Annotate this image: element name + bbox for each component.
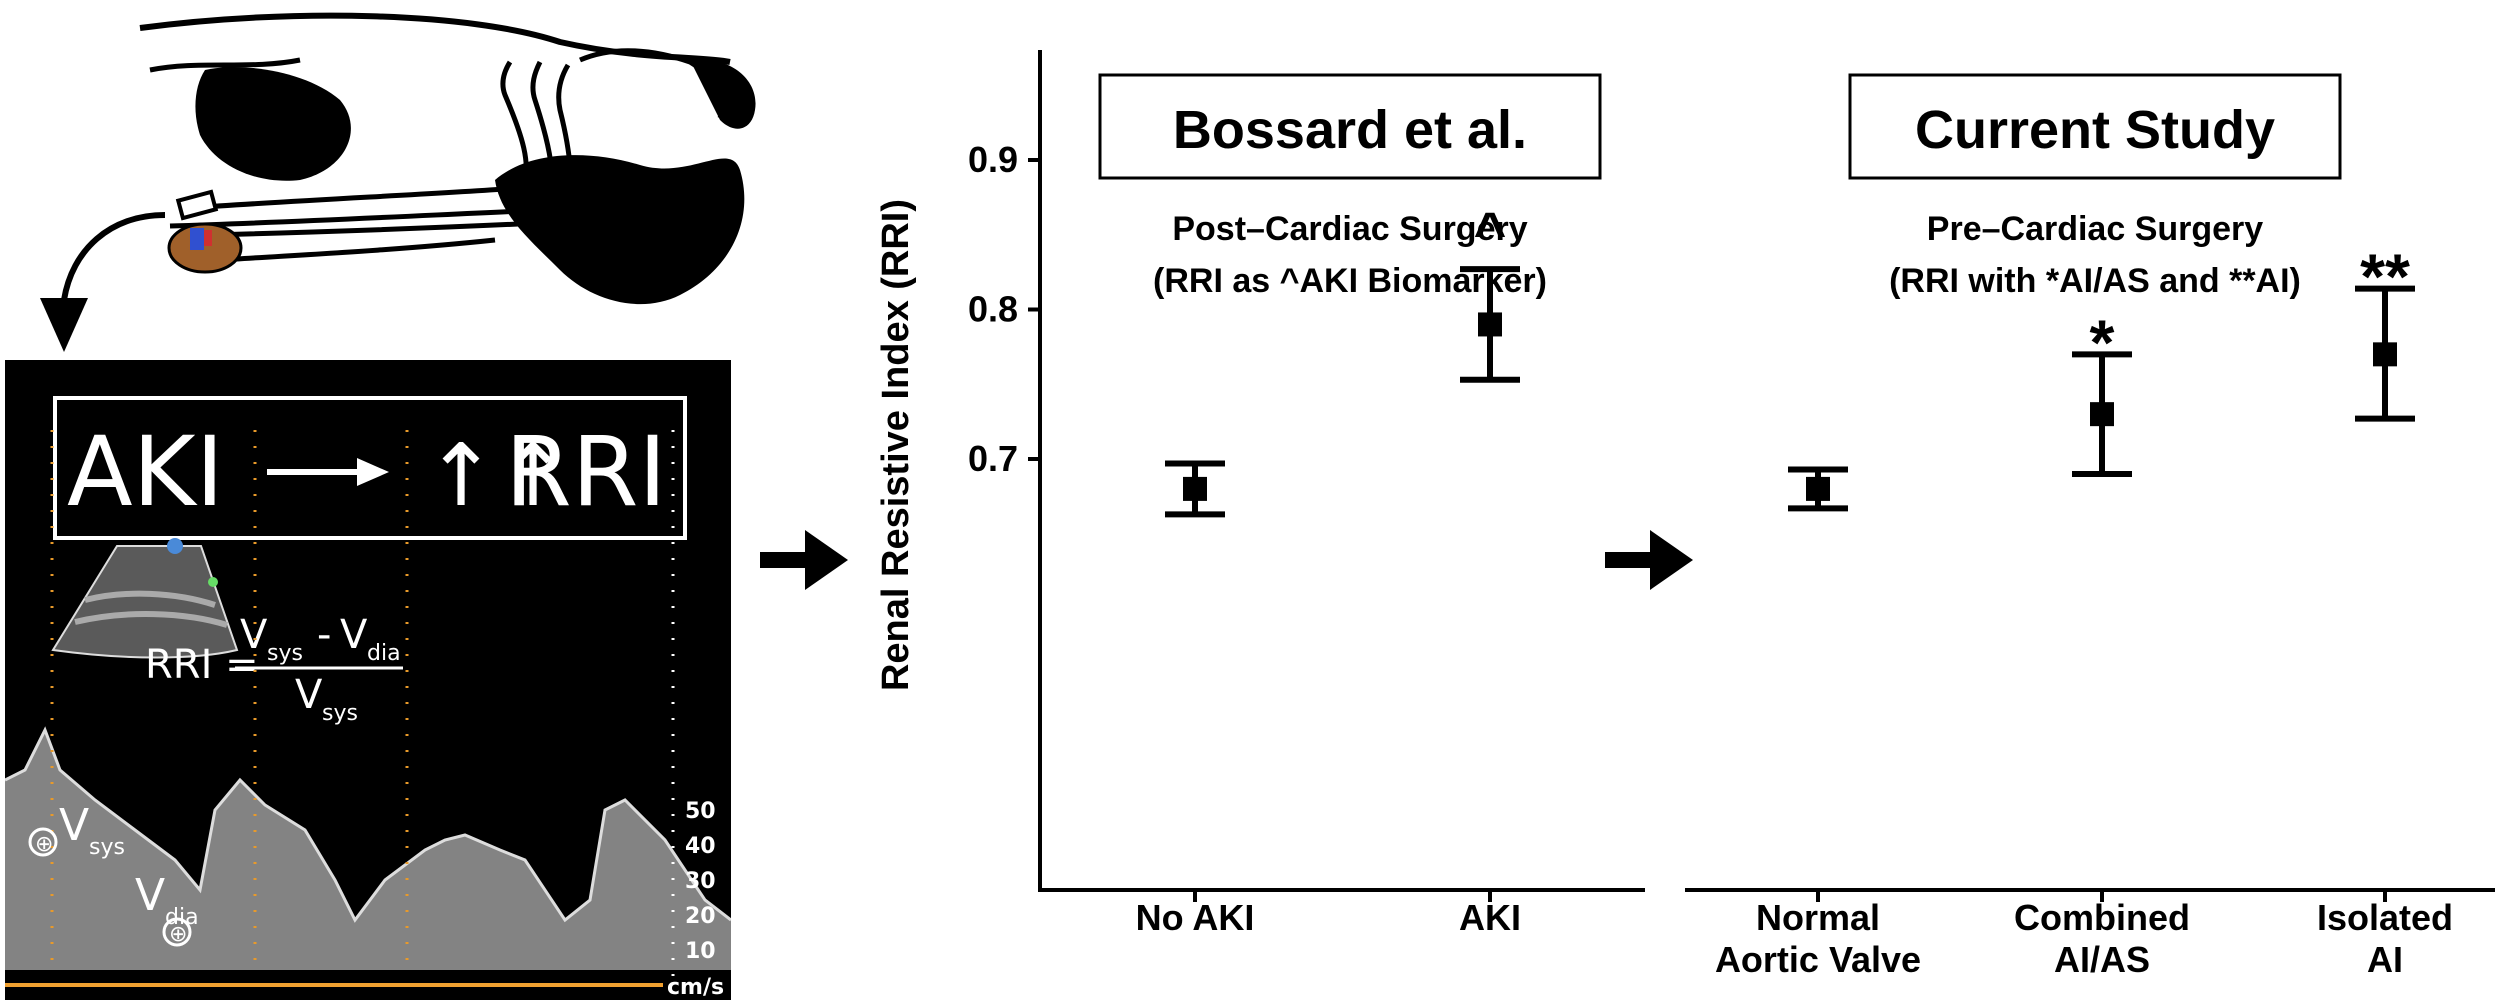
panel-bossard: Bossard et al. Post–Cardiac Surgery (RRI…	[968, 50, 1645, 938]
headline-rri: RRI	[505, 416, 667, 528]
formula-num-v2: V	[340, 612, 368, 658]
ultrasound-probe	[175, 189, 219, 221]
formula-num-dia: dia	[367, 641, 401, 666]
mean-point	[2373, 342, 2397, 367]
vsys-caliper-icon	[28, 827, 58, 857]
significance-marker: *	[2090, 306, 2115, 378]
logo-dot	[167, 538, 183, 554]
curved-arrow-head	[40, 298, 88, 352]
formula-den-v: V	[295, 672, 323, 718]
x-tick-label: AI/AS	[2054, 939, 2150, 980]
formula-num-sys: sys	[267, 641, 303, 666]
formula-num-minus: -	[317, 612, 331, 658]
headline-arrow-head	[357, 458, 389, 486]
formula-lhs-text: RRI =	[145, 642, 259, 688]
formula-num-v1: V	[240, 612, 268, 658]
flow-arrow-2-head	[1650, 530, 1693, 590]
x-tick-label: Normal	[1756, 897, 1880, 938]
vsys-label-sub: sys	[89, 835, 125, 860]
vdia-caliper-cross: ⊕	[169, 922, 187, 947]
panel-current-subtitle-2: (RRI with *AI/AS and **AI)	[1889, 262, 2301, 300]
panel-current-study: Current Study Pre–Cardiac Surgery (RRI w…	[1685, 73, 2495, 980]
abdomen-outline	[219, 237, 496, 263]
scale-tick-30: 30	[685, 869, 716, 894]
formula-den-sys: sys	[322, 701, 358, 726]
rri-formula: RRI = V sys - V dia V sys	[145, 612, 403, 726]
vdia-label-v: V	[135, 870, 165, 921]
ultrasound-sector	[51, 545, 239, 659]
x-tick-label: No AKI	[1136, 897, 1255, 938]
liver-shape	[495, 155, 745, 305]
y-tick-label: 0.7	[968, 438, 1018, 479]
x-tick-label: Combined	[2014, 897, 2190, 938]
skull-shape	[690, 59, 756, 129]
vsys-label-v-main: V	[59, 800, 89, 851]
heart-shape	[195, 67, 351, 181]
marker-icon	[208, 577, 218, 587]
scale-tick-50: 50	[685, 799, 716, 824]
headline-up-arrows: ↑↑	[425, 426, 569, 526]
y-axis-label: Renal Resistive Index (RRI)	[875, 199, 917, 691]
mean-point	[2090, 402, 2114, 427]
scale-tick-10: 10	[685, 939, 716, 964]
scale-tick-20: 20	[685, 904, 716, 929]
scale-unit: cm/s	[667, 975, 724, 1000]
y-tick-label: 0.8	[968, 289, 1018, 330]
doppler-beam-red	[204, 230, 212, 246]
vdia-label-sub: dia	[165, 905, 199, 930]
significance-marker: ^	[1474, 200, 1507, 263]
doppler-beam	[190, 228, 204, 250]
x-tick-label: Aortic Valve	[1715, 939, 1921, 980]
flow-arrow-1-head	[805, 530, 848, 590]
mean-point	[1806, 476, 1830, 501]
panel-bossard-title: Bossard et al.	[1173, 100, 1527, 160]
panel-current-subtitle-1: Pre–Cardiac Surgery	[1927, 210, 2263, 248]
panel-current-title-box	[1848, 73, 2342, 180]
ultrasound-panel: AKI ↑↑ RRI RRI = V sys - V dia V sys V s…	[5, 360, 731, 1000]
panel-bossard-subtitle-1: Post–Cardiac Surgery	[1172, 210, 1527, 248]
doppler-waveform	[5, 730, 731, 970]
doppler-envelope	[5, 726, 731, 923]
panel-bossard-title-box	[1098, 73, 1602, 180]
y-tick-label: 0.9	[968, 139, 1018, 180]
panel-bossard-marks: No AKI AKI ^	[1136, 200, 1521, 938]
anatomy-illustration	[40, 12, 756, 352]
flow-arrow-2	[1605, 530, 1693, 590]
mean-point	[1478, 312, 1502, 337]
vsys-caliper-cross: ⊕	[35, 832, 53, 857]
curved-arrow	[61, 212, 166, 301]
significance-marker: **	[2360, 241, 2410, 313]
headline-aki: AKI	[67, 416, 224, 528]
ultrasound-sector-texture	[74, 590, 228, 628]
kidney-shape	[167, 222, 243, 274]
velocity-scale: 50 40 30 20 10	[671, 430, 716, 980]
vdia-caliper-icon	[162, 917, 192, 947]
mean-point	[1183, 476, 1207, 501]
headline-box	[53, 396, 687, 540]
flow-arrow-1	[760, 530, 848, 590]
back-outline	[149, 57, 301, 73]
x-tick-label: AKI	[1459, 897, 1521, 938]
y-axis-ticks: 0.7 0.8 0.9	[968, 139, 1040, 479]
flow-arrow-1-shaft	[760, 552, 805, 568]
flow-arrow-2-shaft	[1605, 552, 1650, 568]
x-tick-label: AI	[2367, 939, 2403, 980]
x-tick-label: Isolated	[2317, 897, 2453, 938]
panel-current-title: Current Study	[1915, 100, 2275, 160]
scale-tick-40: 40	[685, 834, 716, 859]
